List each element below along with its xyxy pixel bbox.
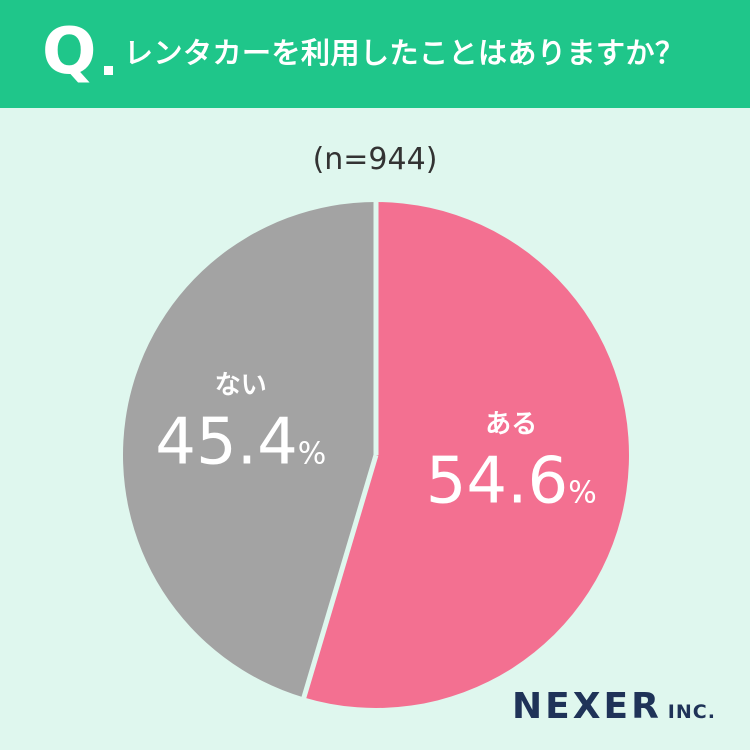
logo-main: NEXER bbox=[512, 686, 662, 727]
slice-label-0: ある bbox=[485, 410, 537, 440]
question-text: レンタカーを利用したことはありますか？ bbox=[124, 36, 685, 70]
slice-separator-1 bbox=[300, 454, 379, 701]
nexer-logo: NEXER INC. bbox=[512, 686, 716, 727]
q-mark: Q bbox=[42, 15, 97, 89]
slice-value-1: 45.4% bbox=[155, 405, 326, 479]
pie-slice-1 bbox=[122, 202, 376, 698]
pie-slice-0 bbox=[303, 202, 629, 708]
sample-size: (n=944) bbox=[312, 142, 438, 177]
slice-value-0: 54.6% bbox=[426, 445, 597, 519]
logo-sub: INC. bbox=[667, 701, 716, 723]
slice-label-1: ない bbox=[215, 370, 267, 400]
question-header: Q レンタカーを利用したことはありますか？ bbox=[0, 0, 750, 108]
q-dot bbox=[104, 66, 113, 75]
